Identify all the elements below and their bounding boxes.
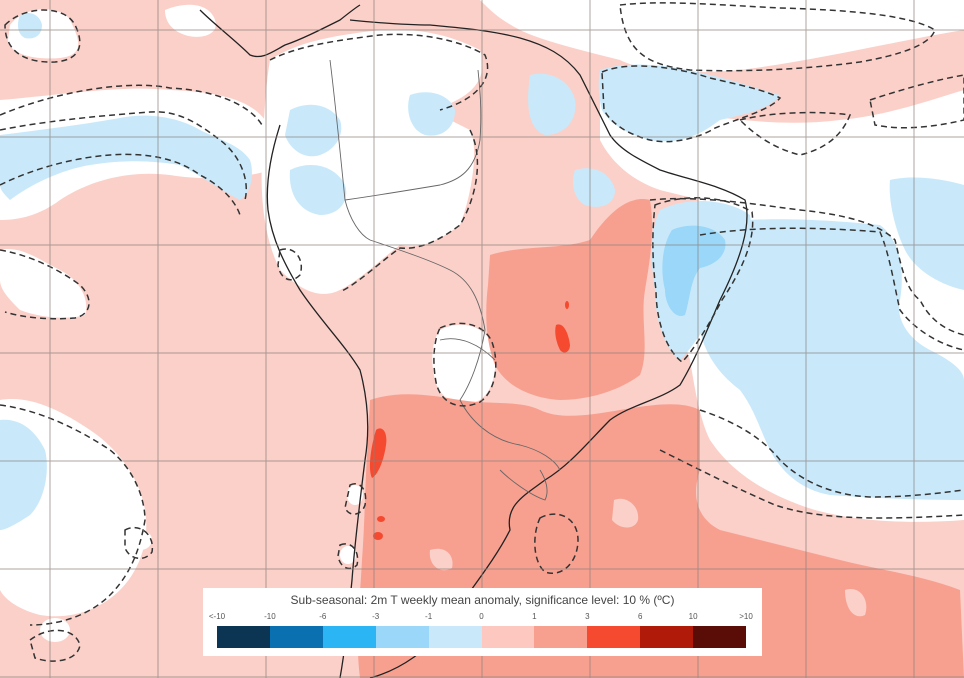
coastlines <box>199 4 748 678</box>
colorbar-legend: Sub-seasonal: 2m T weekly mean anomaly, … <box>203 588 762 656</box>
warm-light-patches <box>429 498 867 617</box>
tick-label: 3 <box>585 612 590 621</box>
swatch-1-3 <box>534 626 588 648</box>
swatch-minus3-minus1 <box>375 626 429 648</box>
legend-title: Sub-seasonal: 2m T weekly mean anomaly, … <box>290 593 675 607</box>
swatch-lt-minus10 <box>217 626 270 648</box>
tick-label: 0 <box>479 612 484 621</box>
tick-label: 1 <box>532 612 537 621</box>
swatch-6-10 <box>640 626 694 648</box>
tick-label: >10 <box>739 612 753 621</box>
tick-label: 6 <box>637 612 643 621</box>
swatch-3-6 <box>587 626 641 648</box>
swatch-0-1 <box>481 626 535 648</box>
cool-medium-regions <box>662 225 726 316</box>
swatch-minus10-minus6 <box>269 626 323 648</box>
tick-label: <-10 <box>208 612 226 621</box>
tick-label: -10 <box>264 612 276 621</box>
legend-ticks: <-10 -10 -6 -3 -1 0 1 3 6 10 >10 <box>209 612 753 624</box>
significance-contours <box>0 2 964 662</box>
tick-label: 10 <box>688 612 698 621</box>
swatch-minus1-0 <box>428 626 482 648</box>
swatch-gt-10 <box>693 626 747 648</box>
country-borders <box>329 59 561 501</box>
tick-label: -1 <box>425 612 433 621</box>
tick-label: -3 <box>372 612 380 621</box>
swatch-minus6-minus3 <box>322 626 376 648</box>
colorbar <box>217 626 747 648</box>
tick-label: -6 <box>319 612 327 621</box>
